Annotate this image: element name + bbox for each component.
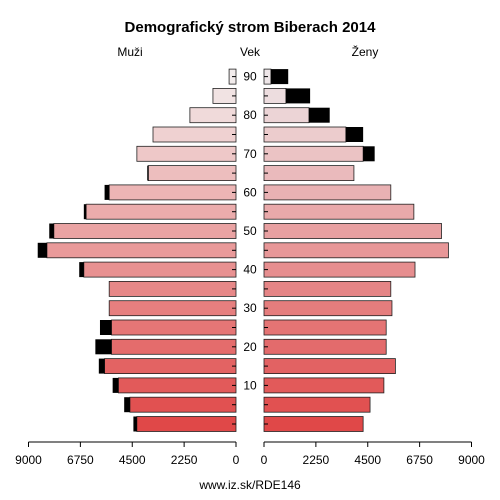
male-bar-70-74 <box>136 145 237 162</box>
left-label: Muži <box>117 45 142 59</box>
male-surplus-40-44 <box>79 262 84 278</box>
female-bar-20-24 <box>263 338 387 355</box>
female-surplus-80-84 <box>308 107 330 123</box>
male-bar-80-84 <box>189 107 237 124</box>
footer-url: www.iz.sk/RDE146 <box>198 478 301 492</box>
age-axis: 10 20 30 40 50 60 70 80 90 <box>232 70 268 425</box>
female-bar-80-84 <box>263 107 310 124</box>
male-bar-5-9 <box>129 396 237 413</box>
female-bar-5-9 <box>263 396 371 413</box>
female-bar-10-14 <box>263 377 385 394</box>
female-bar-30-34 <box>263 300 393 317</box>
x-tick-label-left: 6750 <box>67 453 94 467</box>
female-bar-50-54 <box>263 223 442 239</box>
age-tick-label: 80 <box>243 108 257 122</box>
female-bars <box>263 68 449 432</box>
male-surplus-20-24 <box>95 339 112 355</box>
male-surplus-65-69 <box>147 165 149 181</box>
male-bar-0-4 <box>136 416 237 432</box>
age-tick-label: 60 <box>243 185 257 199</box>
male-bar-55-59 <box>85 203 237 220</box>
female-bar-70-74 <box>263 145 364 162</box>
female-bar-60-64 <box>263 184 392 201</box>
male-bar-40-44 <box>83 261 237 278</box>
age-tick-label: 10 <box>243 378 257 392</box>
x-tick-label-left: 2250 <box>171 453 198 467</box>
male-bar-25-29 <box>111 319 237 336</box>
male-bar-15-19 <box>104 358 237 375</box>
age-tick-label: 30 <box>243 301 257 315</box>
age-tick-label: 50 <box>243 224 257 238</box>
x-tick-label-right: 6750 <box>406 453 433 467</box>
male-surplus-50-54 <box>49 223 54 239</box>
female-surplus-90+ <box>270 69 289 85</box>
male-bar-60-64 <box>108 184 237 201</box>
x-axis: 9000 6750 4500 2250 0 0 2250 4500 6750 9000 <box>15 441 485 467</box>
female-surplus-85-89 <box>285 88 311 104</box>
female-bar-45-49 <box>263 242 449 259</box>
age-tick-label: 20 <box>243 340 257 354</box>
female-bar-65-69 <box>263 165 355 182</box>
chart-title: Demografický strom Biberach 2014 <box>125 19 377 36</box>
age-tick-label: 90 <box>243 70 257 84</box>
male-bar-50-54 <box>53 223 237 239</box>
right-label: Ženy <box>352 44 379 59</box>
female-bar-55-59 <box>263 203 415 220</box>
male-surplus-10-14 <box>112 377 119 393</box>
female-surplus-75-79 <box>345 127 364 142</box>
x-tick-label-right: 0 <box>261 453 268 467</box>
male-surplus-55-59 <box>83 204 87 220</box>
male-bar-75-79 <box>152 126 237 143</box>
male-bar-35-39 <box>108 280 237 297</box>
male-surplus-45-49 <box>37 242 47 258</box>
male-surplus-25-29 <box>99 320 112 335</box>
x-tick-label-left: 0 <box>233 453 240 467</box>
x-tick-label-right: 4500 <box>354 453 381 467</box>
male-bar-20-24 <box>111 338 237 355</box>
female-bar-25-29 <box>263 319 387 336</box>
male-surplus-5-9 <box>124 397 130 413</box>
x-tick-label-left: 4500 <box>119 453 146 467</box>
female-bar-75-79 <box>263 126 347 143</box>
female-bar-40-44 <box>263 261 416 278</box>
male-bars <box>37 68 237 432</box>
center-label: Vek <box>240 45 261 59</box>
x-tick-label-right: 2250 <box>303 453 330 467</box>
male-bar-45-49 <box>46 242 237 259</box>
male-bar-10-14 <box>118 377 237 394</box>
male-bar-30-34 <box>108 300 237 317</box>
age-tick-label: 70 <box>243 147 257 161</box>
x-tick-label-left: 9000 <box>15 453 42 467</box>
x-tick-label-right: 9000 <box>458 453 485 467</box>
female-bar-35-39 <box>263 280 392 297</box>
age-tick-label: 40 <box>243 263 257 277</box>
male-surplus-0-4 <box>133 416 137 432</box>
female-bar-0-4 <box>263 416 364 432</box>
male-bar-65-69 <box>147 165 237 182</box>
female-bar-15-19 <box>263 358 396 375</box>
male-surplus-15-19 <box>98 358 105 374</box>
female-surplus-70-74 <box>363 146 375 162</box>
male-surplus-60-64 <box>104 184 110 200</box>
